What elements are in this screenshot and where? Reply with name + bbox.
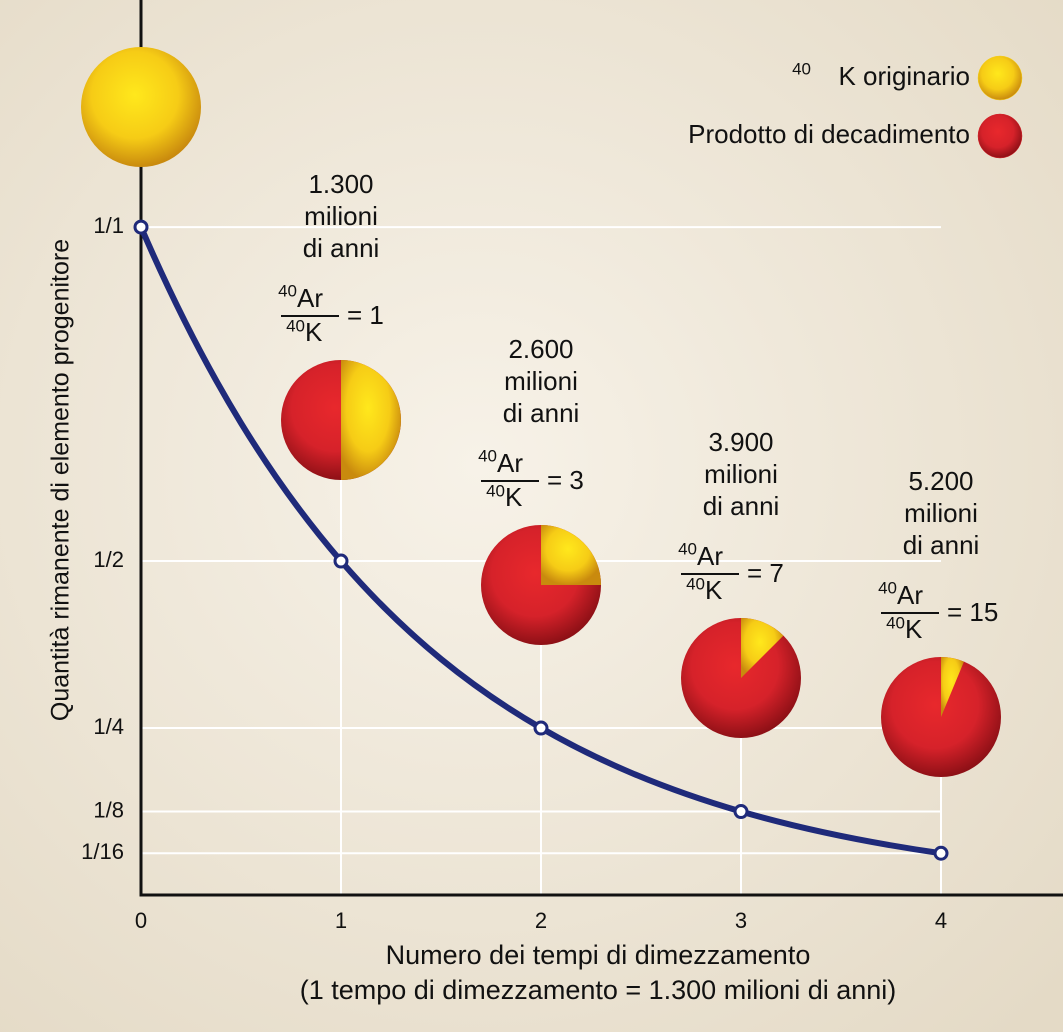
x-axis-subtitle: (1 tempo di dimezzamento = 1.300 milioni… <box>300 975 897 1005</box>
legend-label: Prodotto di decadimento <box>688 119 970 149</box>
legend-label: K originario <box>838 61 970 91</box>
ratio-value: = 7 <box>747 558 784 588</box>
ratio-numerator: Ar <box>697 541 723 571</box>
x-tick-label: 0 <box>135 908 147 933</box>
y-tick-label: 1/4 <box>93 714 124 739</box>
time-label: 5.200 <box>908 466 973 496</box>
ratio-denominator: K <box>505 482 523 512</box>
ratio-numerator: Ar <box>497 448 523 478</box>
isotope-mass: 40 <box>478 446 497 465</box>
ratio-denominator: K <box>905 614 923 644</box>
data-point <box>935 847 947 859</box>
y-tick-label: 1/1 <box>93 213 124 238</box>
ratio-value: = 15 <box>947 597 998 627</box>
time-unit: di anni <box>703 491 780 521</box>
ratio-denominator: K <box>305 317 323 347</box>
isotope-mass: 40 <box>286 316 305 335</box>
isotope-mass: 40 <box>886 613 905 632</box>
isotope-mass: 40 <box>686 574 705 593</box>
time-label: 3.900 <box>708 427 773 457</box>
ratio-numerator: Ar <box>897 580 923 610</box>
x-tick-label: 1 <box>335 908 347 933</box>
time-label: 1.300 <box>308 169 373 199</box>
data-point <box>735 806 747 818</box>
chart: Quantità rimanente di elemento progenito… <box>0 0 1063 1032</box>
data-point <box>335 555 347 567</box>
y-tick-label: 1/8 <box>93 797 124 822</box>
isotope-mass: 40 <box>678 539 697 558</box>
x-tick-label: 3 <box>735 908 747 933</box>
data-point <box>135 221 147 233</box>
time-unit: milioni <box>904 498 978 528</box>
time-unit: di anni <box>503 398 580 428</box>
isotope-mass: 40 <box>486 481 505 500</box>
page: Quantità rimanente di elemento progenito… <box>0 0 1063 1032</box>
ratio-numerator: Ar <box>297 283 323 313</box>
legend-swatch <box>978 114 1022 158</box>
x-axis-title: Numero dei tempi di dimezzamento <box>386 940 811 970</box>
time-unit: milioni <box>704 459 778 489</box>
ratio-value: = 3 <box>547 465 584 495</box>
y-axis-title: Quantità rimanente di elemento progenito… <box>47 239 75 721</box>
ratio-denominator: K <box>705 575 723 605</box>
x-tick-label: 2 <box>535 908 547 933</box>
isotope-mass: 40 <box>878 578 897 597</box>
time-unit: di anni <box>303 233 380 263</box>
x-tick-label: 4 <box>935 908 947 933</box>
pie-slice <box>81 47 201 167</box>
y-tick-label: 1/2 <box>93 547 124 572</box>
time-label: 2.600 <box>508 334 573 364</box>
isotope-mass: 40 <box>792 59 811 78</box>
ratio-value: = 1 <box>347 300 384 330</box>
isotope-mass: 40 <box>278 281 297 300</box>
data-point <box>535 722 547 734</box>
y-tick-label: 1/16 <box>81 839 124 864</box>
time-unit: milioni <box>504 366 578 396</box>
time-unit: milioni <box>304 201 378 231</box>
legend-swatch <box>978 56 1022 100</box>
time-unit: di anni <box>903 530 980 560</box>
